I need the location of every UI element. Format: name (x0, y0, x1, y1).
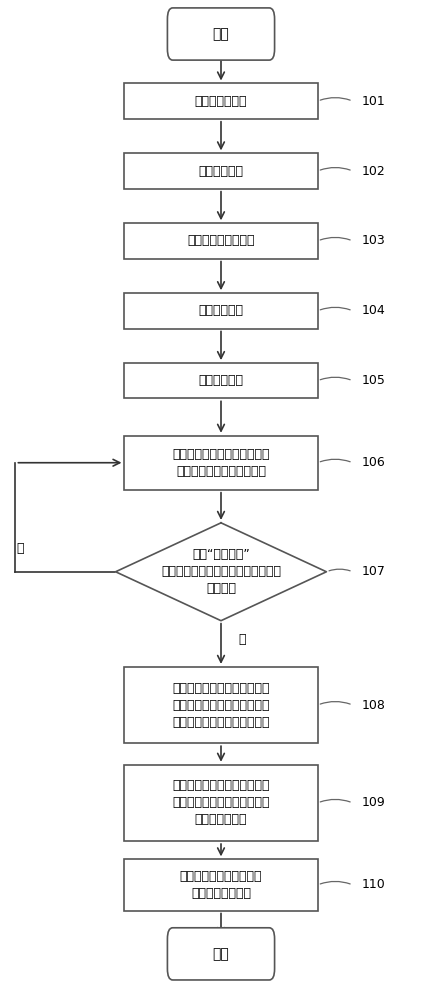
FancyBboxPatch shape (124, 765, 318, 841)
Text: 否: 否 (17, 542, 24, 555)
Text: 是: 是 (239, 633, 246, 646)
Polygon shape (116, 523, 326, 621)
Text: 开始: 开始 (213, 27, 229, 41)
FancyBboxPatch shape (168, 928, 274, 980)
Text: 存储用户测试数据，形成
并管理用户数据库: 存储用户测试数据，形成 并管理用户数据库 (180, 870, 262, 900)
Text: 110: 110 (362, 878, 385, 891)
FancyBboxPatch shape (124, 363, 318, 398)
Text: 103: 103 (362, 234, 385, 247)
Text: 106: 106 (362, 456, 385, 469)
Text: 结束: 结束 (213, 947, 229, 961)
Text: 107: 107 (362, 565, 385, 578)
FancyBboxPatch shape (124, 83, 318, 119)
Text: 中央处理模块处理并计算跳远
成绩，传输给手持设备，显示
和播报跳远成绩: 中央处理模块处理并计算跳远 成绩，传输给手持设备，显示 和播报跳远成绩 (172, 779, 270, 826)
FancyBboxPatch shape (124, 153, 318, 189)
FancyBboxPatch shape (124, 436, 318, 490)
FancyBboxPatch shape (124, 667, 318, 743)
Text: 用户站在起跳板上向跳远板测
试区域起跳，传感元件采集传
感信号并传输给中央处理模块: 用户站在起跳板上向跳远板测 试区域起跳，传感元件采集传 感信号并传输给中央处理模… (172, 682, 270, 729)
Text: 102: 102 (362, 165, 385, 178)
Text: 109: 109 (362, 796, 385, 809)
Text: 108: 108 (362, 699, 385, 712)
Text: 接通电源，上电: 接通电源，上电 (195, 95, 247, 108)
FancyBboxPatch shape (124, 223, 318, 259)
Text: 点击“开始测试”
按鈕，自动检测蓝牙连接和基准设置
是否正确: 点击“开始测试” 按鈕，自动检测蓝牙连接和基准设置 是否正确 (161, 548, 281, 595)
Text: 选定待测人员: 选定待测人员 (198, 374, 244, 387)
Text: 初始化跳远板: 初始化跳远板 (198, 165, 244, 178)
FancyBboxPatch shape (124, 859, 318, 911)
Text: 105: 105 (362, 374, 385, 387)
Text: 蓝牙设置，连接设备，确定蓝
牙连接状态和当前基准参数: 蓝牙设置，连接设备，确定蓝 牙连接状态和当前基准参数 (172, 448, 270, 478)
Text: 新增人员信息: 新增人员信息 (198, 304, 244, 317)
FancyBboxPatch shape (168, 8, 274, 60)
Text: 设置基准距离并保存: 设置基准距离并保存 (187, 234, 255, 247)
Text: 101: 101 (362, 95, 385, 108)
Text: 104: 104 (362, 304, 385, 317)
FancyBboxPatch shape (124, 293, 318, 329)
